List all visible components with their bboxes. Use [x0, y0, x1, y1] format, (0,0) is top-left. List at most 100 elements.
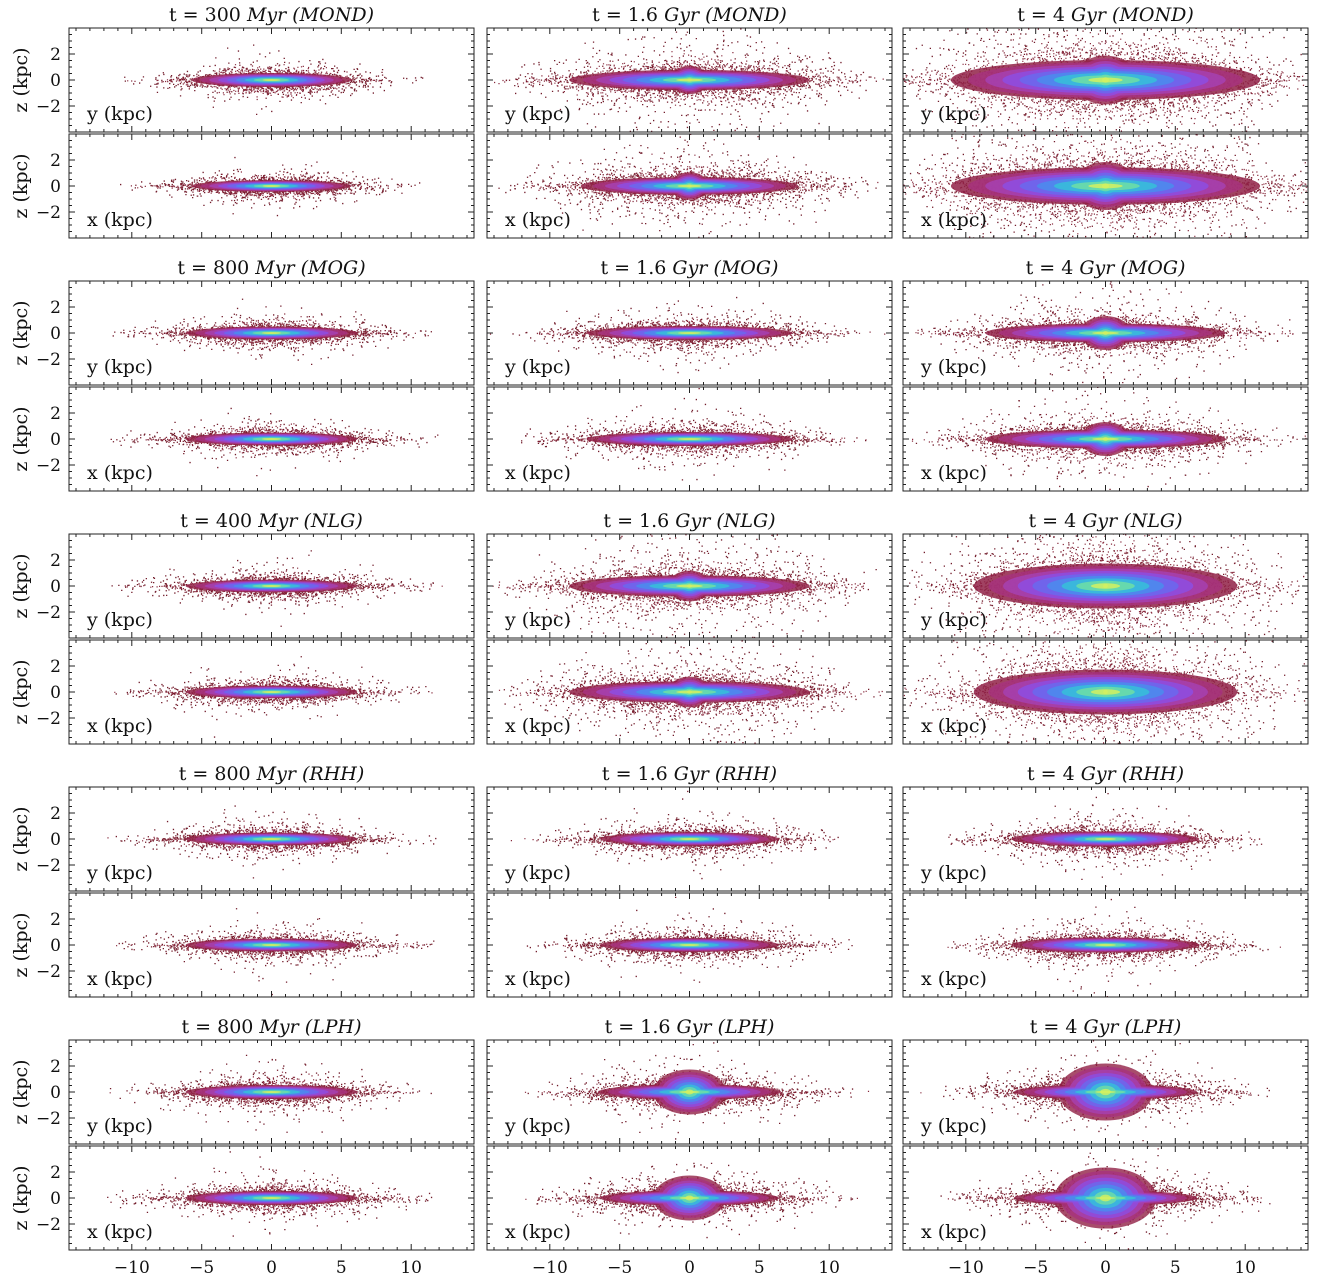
- z-tick-label: 0: [50, 830, 61, 850]
- z-axis-label: z (kpc): [10, 300, 32, 365]
- axis-ticks: [69, 1146, 474, 1250]
- inset-axis-label: y (kpc): [86, 862, 153, 884]
- panel-4-0-y: y (kpc) 2 0 −2z (kpc) t = 800 Myr (LPH): [10, 1016, 475, 1145]
- particle-cloud: [107, 1151, 433, 1237]
- particle-cloud: [903, 134, 1308, 238]
- axis-ticks: [69, 281, 474, 385]
- axis-ticks: [487, 640, 892, 744]
- z-tick-label: −2: [36, 1215, 61, 1235]
- panel-title: t = 4 Gyr (LPH): [1030, 1016, 1182, 1038]
- panel-1-1-x: x (kpc): [486, 386, 893, 492]
- axis-ticks: [487, 1146, 892, 1250]
- panel-0-1-x: x (kpc): [486, 133, 893, 239]
- particle-cloud: [915, 281, 1294, 384]
- inset-axis-label: y (kpc): [920, 609, 987, 631]
- density-contour: [679, 943, 700, 947]
- z-tick-label: 0: [50, 683, 61, 703]
- particle-cloud: [111, 550, 443, 627]
- bulge-contour: [1102, 331, 1109, 335]
- z-tick-label: −2: [36, 962, 61, 982]
- panel-0-2-y: y (kpc) t = 4 Gyr (MOND): [902, 4, 1309, 133]
- x-tick-label: 0: [684, 1258, 695, 1277]
- density-contour: [261, 332, 282, 334]
- axis-ticks: [487, 893, 892, 997]
- axis-ticks: [903, 28, 1308, 132]
- inset-axis-label: x (kpc): [87, 209, 153, 231]
- z-tick-label: 2: [50, 657, 61, 677]
- particle-cloud: [510, 790, 839, 880]
- inset-axis-label: y (kpc): [86, 609, 153, 631]
- x-tick-label: −5: [1023, 1258, 1048, 1277]
- bulge-contour: [1103, 689, 1108, 695]
- z-tick-label: 2: [50, 551, 61, 571]
- x-tick-label: 10: [818, 1258, 840, 1277]
- panel-title: t = 4 Gyr (NLG): [1028, 510, 1182, 532]
- panel-title: t = 800 Myr (MOG): [177, 257, 365, 279]
- panel-0-0-y: y (kpc) 2 0 −2z (kpc) t = 300 Myr (MOND): [10, 4, 475, 133]
- axis-ticks: [487, 281, 892, 385]
- inset-axis-label: y (kpc): [86, 103, 153, 125]
- particle-cloud: [911, 387, 1307, 490]
- inset-axis-label: y (kpc): [504, 862, 571, 884]
- x-tick-label: 10: [400, 1258, 422, 1277]
- x-tick-label: 5: [336, 1258, 347, 1277]
- disk-particles: [903, 28, 1308, 132]
- inset-axis-label: x (kpc): [921, 715, 987, 737]
- bulge-contour: [1099, 1194, 1112, 1202]
- axis-ticks: [903, 134, 1308, 238]
- z-tick-label: 2: [50, 404, 61, 424]
- panel-3-1-x: x (kpc): [486, 892, 893, 998]
- halo-particles: [118, 908, 435, 996]
- panel-1-1-y: y (kpc) t = 1.6 Gyr (MOG): [486, 257, 893, 386]
- axis-ticks: [487, 1040, 892, 1144]
- panel-2-1-y: y (kpc) t = 1.6 Gyr (NLG): [486, 510, 893, 639]
- panel-2-2-x: x (kpc): [902, 639, 1309, 745]
- inset-axis-label: y (kpc): [504, 356, 571, 378]
- halo-particles: [951, 898, 1269, 997]
- inset-axis-label: x (kpc): [505, 968, 571, 990]
- particle-cloud: [116, 908, 435, 996]
- disk-particles: [510, 819, 836, 860]
- panel-1-2-y: y (kpc) t = 4 Gyr (MOG): [902, 257, 1309, 386]
- density-contour: [261, 438, 282, 440]
- inset-axis-label: y (kpc): [920, 862, 987, 884]
- z-tick-label: 2: [50, 151, 61, 171]
- panel-title: t = 1.6 Gyr (LPH): [605, 1016, 775, 1038]
- x-tick-label: −5: [607, 1258, 632, 1277]
- z-tick-label: 2: [50, 804, 61, 824]
- axis-ticks: [487, 134, 892, 238]
- z-axis-label: z (kpc): [10, 1165, 32, 1230]
- axis-ticks: [69, 387, 474, 491]
- panel-3-0-x: x (kpc) 2 0 −2z (kpc): [10, 892, 475, 998]
- panel-1-0-y: y (kpc) 2 0 −2z (kpc) t = 800 Myr (MOG): [10, 257, 475, 386]
- panel-1-0-x: x (kpc) 2 0 −2z (kpc): [10, 386, 475, 492]
- panel-title: t = 300 Myr (MOND): [169, 4, 374, 26]
- panel-title: t = 400 Myr (NLG): [180, 510, 363, 532]
- z-tick-label: 0: [50, 1083, 61, 1103]
- z-axis-label: z (kpc): [10, 912, 32, 977]
- density-contour: [261, 691, 282, 693]
- z-tick-label: −2: [36, 709, 61, 729]
- x-tick-label: −10: [532, 1258, 568, 1277]
- panel-title: t = 1.6 Gyr (RHH): [602, 763, 777, 785]
- panel-title: t = 4 Gyr (RHH): [1027, 763, 1184, 785]
- disk-particles: [907, 534, 1300, 638]
- particle-cloud: [107, 805, 437, 879]
- z-tick-label: −2: [36, 856, 61, 876]
- z-tick-label: 2: [50, 45, 61, 65]
- panel-title: t = 800 Myr (LPH): [181, 1016, 361, 1038]
- particle-cloud: [489, 296, 886, 374]
- inset-axis-label: x (kpc): [87, 462, 153, 484]
- z-tick-label: −2: [36, 350, 61, 370]
- bulge-contour: [1101, 183, 1110, 189]
- z-tick-label: −2: [36, 203, 61, 223]
- panel-2-0-x: x (kpc) 2 0 −2z (kpc): [10, 639, 475, 745]
- z-tick-label: 0: [50, 936, 61, 956]
- density-contour: [678, 437, 701, 441]
- x-tick-label: 0: [1100, 1258, 1111, 1277]
- inset-axis-label: x (kpc): [505, 209, 571, 231]
- panel-4-2-y: y (kpc) t = 4 Gyr (LPH): [902, 1016, 1309, 1145]
- axis-ticks: [903, 534, 1308, 638]
- particle-cloud: [903, 640, 1306, 744]
